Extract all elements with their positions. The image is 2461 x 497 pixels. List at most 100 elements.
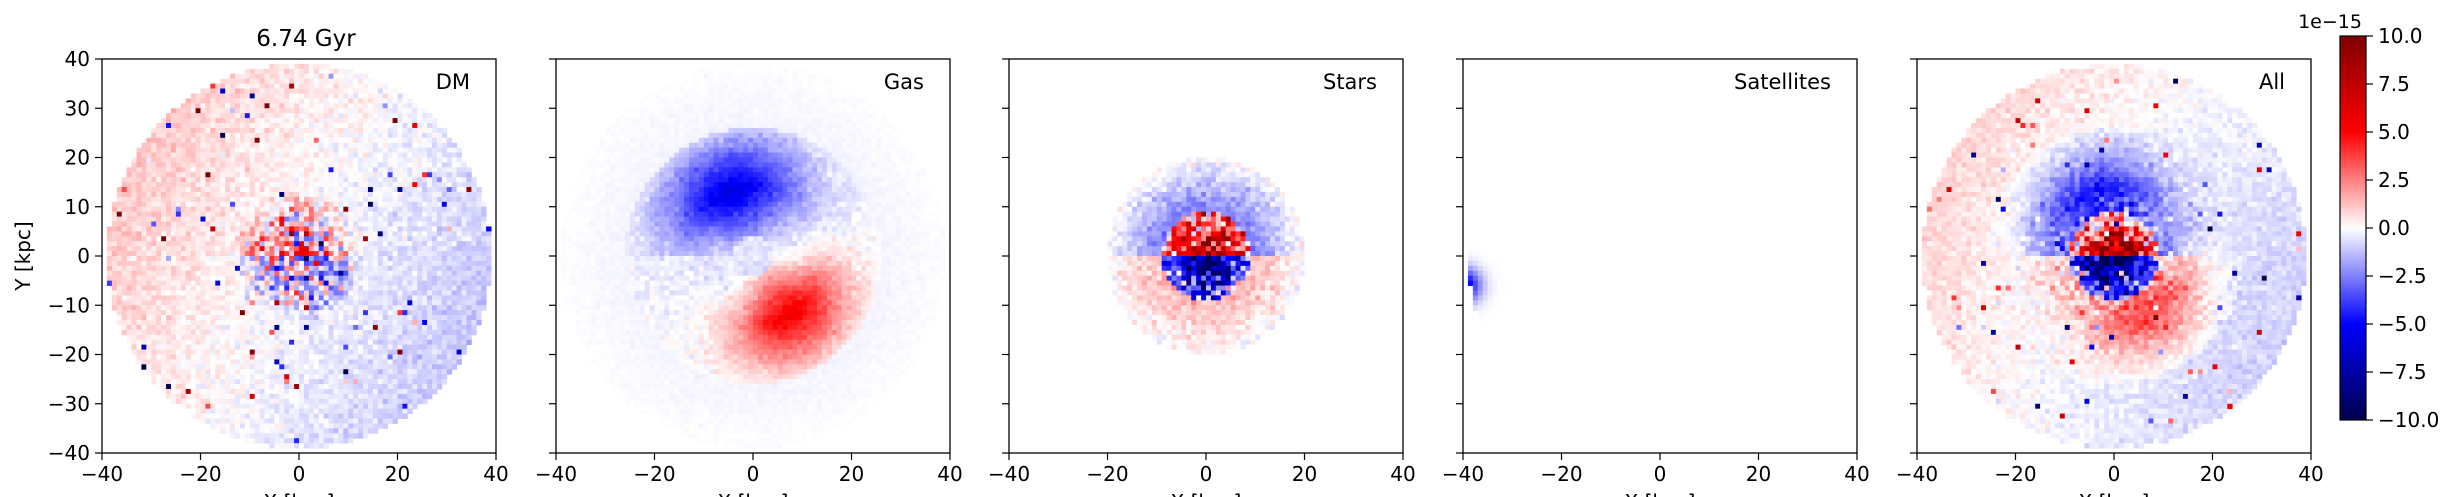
heatmap-cell (136, 207, 141, 212)
heatmap-cell (466, 290, 471, 295)
heatmap-cell (284, 64, 289, 69)
heatmap-cell (136, 187, 141, 192)
heatmap-cell (324, 290, 329, 295)
heatmap-cell (324, 93, 329, 98)
heatmap-cell (201, 345, 206, 350)
heatmap-cell (122, 271, 127, 276)
heatmap-cell (462, 162, 467, 167)
heatmap-cell (166, 345, 171, 350)
heatmap-cell (338, 310, 343, 315)
heatmap-cell (127, 231, 132, 236)
heatmap-cell (383, 345, 388, 350)
heatmap-cell (260, 103, 265, 108)
heatmap-cell (161, 182, 166, 187)
heatmap-cell (255, 74, 260, 79)
heatmap-cell (457, 261, 462, 266)
heatmap-cell (338, 290, 343, 295)
heatmap-cell (210, 128, 215, 133)
heatmap-cell (181, 162, 186, 167)
heatmap-cell (250, 93, 255, 98)
heatmap-cell (289, 286, 294, 291)
heatmap-cell (329, 246, 334, 251)
heatmap-cell (176, 231, 181, 236)
heatmap-cell (146, 222, 151, 227)
heatmap-cell (166, 202, 171, 207)
heatmap-cell (284, 305, 289, 310)
heatmap-cell (338, 305, 343, 310)
heatmap-cell (427, 187, 432, 192)
heatmap-cell (196, 256, 201, 261)
heatmap-cell (412, 266, 417, 271)
heatmap-cell (196, 325, 201, 330)
heatmap-cell (368, 202, 373, 207)
heatmap-cell (235, 202, 240, 207)
heatmap-cell (373, 93, 378, 98)
heatmap-cell (422, 246, 427, 251)
heatmap-cell (161, 202, 166, 207)
heatmap-cell (191, 123, 196, 128)
heatmap-cell (191, 300, 196, 305)
heatmap-cell (466, 167, 471, 172)
heatmap-cell (156, 256, 161, 261)
heatmap-cell (191, 246, 196, 251)
heatmap-cell (457, 222, 462, 227)
heatmap-cell (309, 226, 314, 231)
heatmap-cell (452, 286, 457, 291)
heatmap-cell (407, 300, 412, 305)
heatmap-cell (383, 197, 388, 202)
heatmap-cell (274, 74, 279, 79)
heatmap-cell (427, 325, 432, 330)
heatmap-cell (363, 217, 368, 222)
heatmap-cell (343, 330, 348, 335)
heatmap-cell (358, 266, 363, 271)
heatmap-cell (324, 246, 329, 251)
heatmap-cell (240, 172, 245, 177)
heatmap-cell (299, 246, 304, 251)
heatmap-cell (127, 300, 132, 305)
heatmap-cell (338, 153, 343, 158)
heatmap-cell (220, 162, 225, 167)
heatmap-cell (220, 138, 225, 143)
heatmap-cell (166, 123, 171, 128)
heatmap-cell (452, 241, 457, 246)
heatmap-cell (274, 310, 279, 315)
heatmap-cell (412, 202, 417, 207)
heatmap-cell (274, 148, 279, 153)
heatmap-cell (181, 286, 186, 291)
heatmap-cell (279, 108, 284, 113)
heatmap-cell (205, 207, 210, 212)
heatmap-cell (329, 98, 334, 103)
heatmap-cell (107, 266, 112, 271)
heatmap-cell (358, 310, 363, 315)
heatmap-cell (245, 236, 250, 241)
heatmap-cell (220, 315, 225, 320)
heatmap-cell (215, 202, 220, 207)
heatmap-cell (368, 226, 373, 231)
heatmap-cell (432, 143, 437, 148)
heatmap-cell (338, 74, 343, 79)
heatmap-cell (289, 167, 294, 172)
heatmap-cell (452, 217, 457, 222)
heatmap-cell (136, 310, 141, 315)
heatmap-cell (432, 256, 437, 261)
heatmap-cell (201, 271, 206, 276)
heatmap-cell (146, 340, 151, 345)
heatmap-cell (383, 241, 388, 246)
heatmap-cell (378, 300, 383, 305)
heatmap-cell (309, 93, 314, 98)
heatmap-cell (205, 325, 210, 330)
heatmap-cell (452, 266, 457, 271)
heatmap-cell (166, 246, 171, 251)
heatmap-cell (161, 177, 166, 182)
heatmap-cell (161, 330, 166, 335)
heatmap-cell (230, 340, 235, 345)
heatmap-cell (363, 315, 368, 320)
heatmap-cell (215, 315, 220, 320)
heatmap-cell (314, 271, 319, 276)
heatmap-cell (279, 295, 284, 300)
heatmap-cell (373, 251, 378, 256)
heatmap-cell (279, 251, 284, 256)
heatmap-cell (141, 281, 146, 286)
heatmap-cell (447, 226, 452, 231)
heatmap-cell (220, 84, 225, 89)
